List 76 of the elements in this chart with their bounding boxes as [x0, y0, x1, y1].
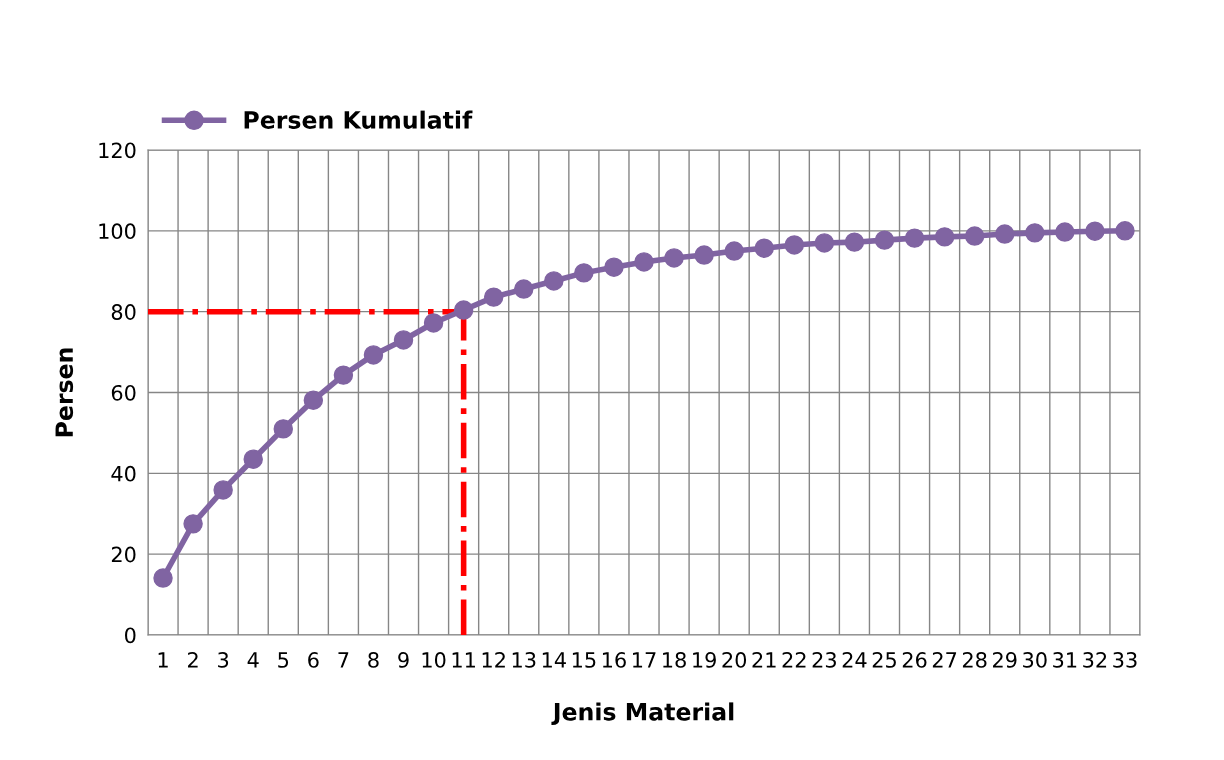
point [784, 235, 805, 255]
point [574, 263, 594, 283]
x-tick-label: 2 [187, 652, 198, 668]
x-tick-label: 27 [932, 652, 957, 668]
x-tick-label: 18 [663, 652, 686, 668]
y-axis-title: Persen [55, 348, 74, 437]
x-tick-label: 23 [812, 652, 836, 668]
point [363, 345, 384, 365]
point [273, 419, 293, 439]
y-tick-label: 80 [111, 304, 136, 320]
x-tick-label: 20 [722, 652, 747, 668]
x-tick-label: 12 [482, 652, 505, 668]
x-tick-label: 19 [693, 652, 716, 668]
x-tick-label: 30 [1023, 652, 1047, 668]
x-tick-label: 15 [572, 652, 596, 668]
point [483, 287, 504, 307]
x-tick-label: 5 [278, 652, 289, 668]
x-tick-label: 13 [512, 652, 536, 668]
point [844, 232, 865, 252]
x-tick-label: 16 [602, 652, 626, 668]
point [514, 279, 534, 299]
point [544, 271, 564, 291]
point [333, 365, 354, 385]
point [934, 227, 955, 247]
point [1115, 221, 1135, 241]
point [153, 568, 173, 588]
point [453, 300, 474, 320]
point [694, 245, 714, 265]
point [634, 252, 654, 272]
point [814, 233, 835, 253]
y-tick-label: 120 [99, 142, 136, 159]
x-tick-label: 4 [247, 652, 259, 668]
point [964, 226, 985, 246]
point [604, 257, 624, 277]
x-tick-label: 31 [1053, 652, 1077, 668]
x-tick-label: 24 [842, 652, 867, 668]
point [423, 313, 444, 333]
point [754, 238, 774, 258]
x-tick-label: 7 [338, 652, 349, 668]
point [393, 330, 414, 350]
point [1055, 222, 1075, 242]
x-tick-label: 22 [782, 652, 806, 668]
legend-label: Persen Kumulatif [244, 110, 473, 129]
x-tick-label: 1 [158, 652, 168, 668]
x-tick-label: 11 [452, 652, 475, 668]
x-tick-label: 25 [872, 652, 896, 668]
y-tick-label: 20 [111, 546, 136, 563]
y-tick-label: 100 [99, 223, 136, 240]
point [213, 480, 233, 500]
point [243, 449, 263, 469]
y-tick-label: 40 [111, 465, 136, 482]
x-tick-label: 26 [902, 652, 927, 668]
x-tick-label: 8 [368, 652, 379, 668]
point [995, 224, 1015, 244]
x-tick-label: 33 [1113, 652, 1137, 668]
point [1085, 221, 1105, 241]
point [664, 248, 684, 268]
point [1025, 223, 1045, 243]
x-tick-label: 28 [962, 652, 987, 668]
y-tick-label: 60 [111, 384, 136, 401]
point [303, 390, 324, 410]
x-tick-label: 17 [633, 652, 656, 668]
x-tick-label: 9 [398, 652, 409, 668]
point [904, 228, 925, 248]
x-tick-label: 29 [993, 652, 1017, 668]
x-tick-label: 21 [752, 652, 776, 668]
x-axis-title: Jenis Material [551, 702, 734, 726]
point [724, 241, 744, 261]
point [874, 230, 895, 250]
x-tick-label: 14 [542, 652, 566, 668]
x-tick-label: 32 [1083, 652, 1107, 668]
x-tick-label: 10 [422, 652, 446, 668]
point [183, 514, 203, 534]
x-tick-label: 3 [218, 652, 229, 668]
y-tick-label: 0 [125, 627, 136, 644]
x-tick-label: 6 [308, 652, 319, 668]
